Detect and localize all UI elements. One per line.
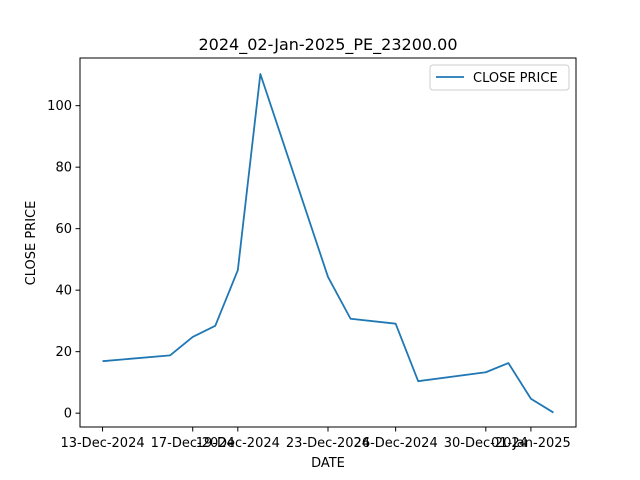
- legend-label: CLOSE PRICE: [473, 71, 558, 86]
- x-tick-label: 23-Dec-2024: [286, 436, 370, 451]
- y-tick-label: 60: [55, 222, 72, 237]
- y-tick-label: 20: [55, 345, 72, 360]
- x-tick-label: 26-Dec-2024: [354, 436, 438, 451]
- y-tick-label: 0: [64, 407, 72, 422]
- y-tick-label: 100: [47, 99, 72, 114]
- y-tick-label: 80: [55, 161, 72, 176]
- x-tick-label: 01-Jan-2025: [491, 436, 571, 451]
- series-line: [102, 73, 554, 414]
- chart-title: 2024_02-Jan-2025_PE_23200.00: [199, 35, 458, 55]
- legend: CLOSE PRICE: [429, 64, 570, 91]
- x-tick-label: 19-Dec-2024: [196, 436, 280, 451]
- x-axis-label: DATE: [311, 456, 345, 471]
- y-axis-label: CLOSE PRICE: [24, 201, 39, 286]
- legend-box: [429, 64, 570, 91]
- series-layer: [102, 73, 554, 414]
- y-axis: 0 20 40 60 80 100: [47, 99, 80, 422]
- y-tick-label: 40: [55, 284, 72, 299]
- x-tick-label: 13-Dec-2024: [60, 436, 144, 451]
- x-tick-label: 30-Dec-2024: [444, 436, 528, 451]
- x-tick-label: 17-Dec-2024: [151, 436, 235, 451]
